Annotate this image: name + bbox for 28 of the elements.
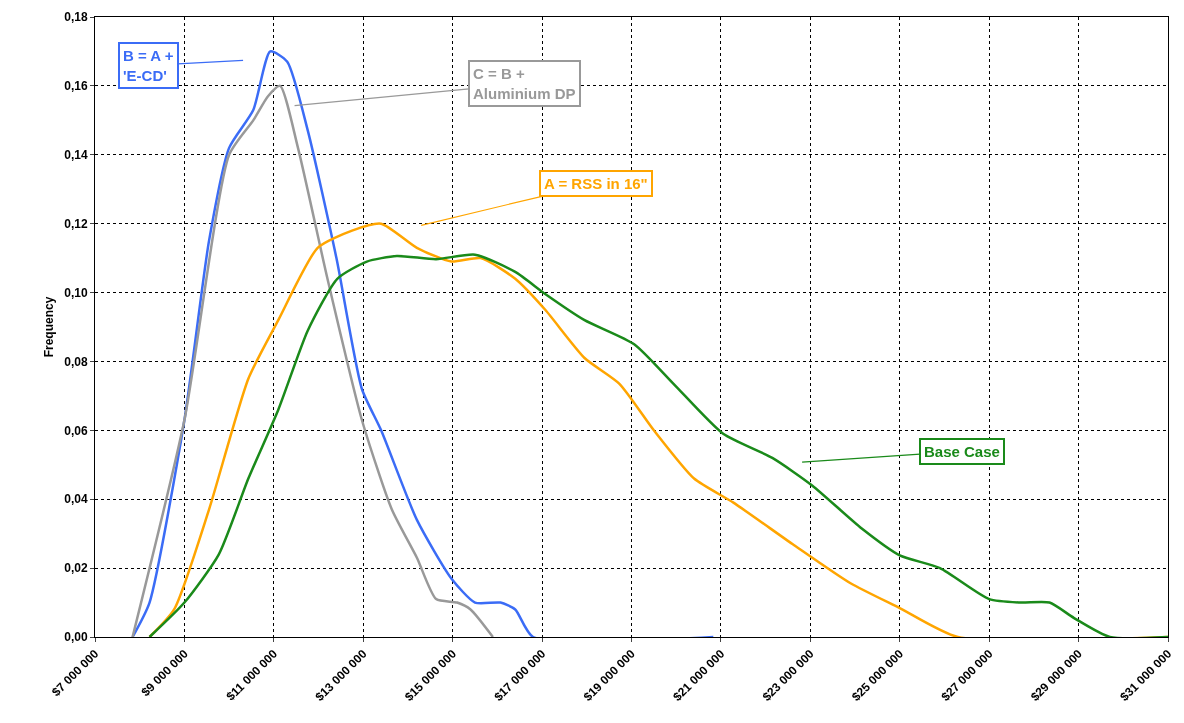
x-tick-label: $17 000 000 [491, 646, 549, 704]
y-tick-label: 0,00 [64, 630, 88, 645]
annotation: Base Case [924, 443, 1000, 460]
x-tick-label: $13 000 000 [312, 646, 370, 704]
annotation: C = B + Aluminium DP [473, 65, 576, 102]
x-tick-label: $7 000 000 [48, 646, 102, 700]
x-tick-label: $15 000 000 [401, 646, 460, 704]
x-tick-label: $9 000 000 [138, 646, 192, 700]
y-tick-label: 0,14 [64, 147, 88, 162]
x-tick-label: $21 000 000 [670, 646, 728, 704]
annotation: A = RSS in 16" [544, 175, 648, 192]
y-tick-label: 0,06 [64, 423, 88, 438]
y-tick-label: 0,10 [64, 285, 88, 300]
x-tick-label: $23 000 000 [759, 646, 817, 704]
y-tick-label: 0,16 [64, 79, 88, 94]
x-tick-label: $25 000 000 [849, 646, 907, 704]
x-tick-label: $29 000 000 [1027, 646, 1086, 704]
y-tick-label: 0,18 [64, 10, 88, 25]
x-tick-label: $19 000 000 [580, 646, 639, 704]
y-tick-label: 0,04 [64, 492, 88, 507]
y-axis-title: Frequency [41, 296, 56, 358]
x-tick-label: $27 000 000 [938, 646, 996, 704]
y-tick-label: 0,02 [64, 561, 88, 576]
x-tick-label: $31 000 000 [1117, 646, 1175, 704]
annotation: B = A + 'E-CD' [123, 47, 174, 84]
y-tick-label: 0,12 [64, 216, 88, 231]
y-tick-label: 0,08 [64, 354, 88, 369]
x-tick-label: $11 000 000 [223, 646, 281, 704]
